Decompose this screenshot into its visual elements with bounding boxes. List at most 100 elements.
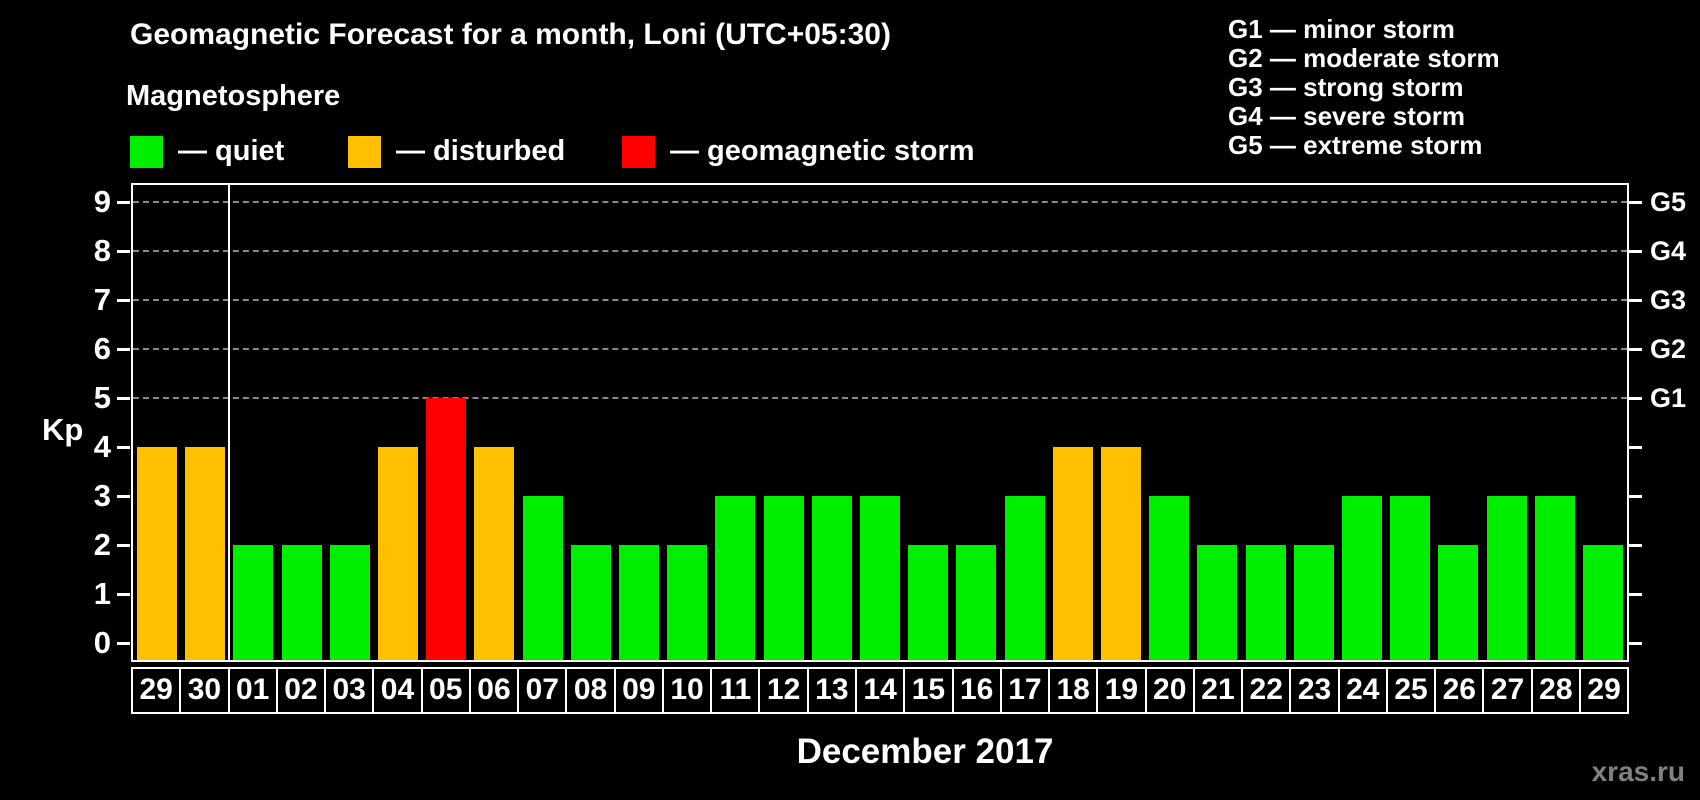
day-label-06: 06	[468, 667, 520, 714]
legend-label-disturbed: — disturbed	[396, 135, 566, 167]
day-label-12: 12	[758, 667, 809, 714]
g-axis-tick-3	[1629, 495, 1642, 498]
gridline-kp8	[133, 250, 1627, 252]
kp-axis-tick-1	[117, 593, 130, 596]
g-axis-tick-1	[1629, 593, 1642, 596]
kp-bar-day-19	[1100, 447, 1141, 660]
kp-axis-label-7: 7	[93, 282, 111, 317]
day-label-20: 20	[1144, 667, 1195, 714]
month-label: December 2017	[796, 732, 1054, 771]
kp-axis-label-2: 2	[93, 527, 111, 562]
day-label-27: 27	[1482, 667, 1533, 714]
kp-axis-tick-3	[117, 495, 130, 498]
day-label-26: 26	[1434, 667, 1485, 714]
gridline-kp9	[133, 201, 1627, 203]
kp-bar-day-03	[329, 545, 370, 660]
kp-bar-day-27	[1486, 496, 1527, 660]
kp-bar-day-22	[1245, 545, 1286, 660]
kp-bar-day-26	[1438, 545, 1479, 660]
g-axis-label-G5: G5	[1650, 187, 1687, 217]
day-label-23: 23	[1289, 667, 1340, 714]
day-label-07: 07	[517, 667, 568, 714]
day-label-15: 15	[903, 667, 954, 714]
kp-bar-day-18	[1052, 447, 1093, 660]
kp-axis-tick-2	[117, 544, 130, 547]
kp-axis-title: Kp	[42, 412, 84, 447]
g-axis-label-G3: G3	[1650, 285, 1687, 315]
kp-bar-day-02	[281, 545, 322, 660]
g-axis-label-G2: G2	[1650, 334, 1687, 364]
day-label-22: 22	[1241, 667, 1292, 714]
kp-axis-tick-8	[117, 250, 130, 253]
gridline-kp7	[133, 299, 1627, 301]
day-label-30: 30	[179, 667, 230, 714]
x-axis-day-strip: 29 30 01 02 03 04 05 06 07 08 09 10 11 12 13 14 15 16 17 18…	[131, 667, 1630, 714]
kp-bar-day-12	[763, 496, 804, 660]
legend-item-quiet: — quiet	[130, 135, 284, 168]
day-label-09: 09	[613, 667, 664, 714]
g-axis-tick-6	[1629, 348, 1642, 351]
kp-bar-day-17	[1004, 496, 1045, 660]
kp-axis-label-5: 5	[93, 380, 111, 415]
legend-item-disturbed: — disturbed	[348, 135, 565, 168]
g-axis-tick-8	[1629, 250, 1642, 253]
kp-bar-day-08	[570, 545, 611, 660]
kp-axis-tick-6	[117, 348, 130, 351]
kp-axis-tick-9	[117, 201, 130, 204]
day-label-13: 13	[806, 667, 857, 714]
disturbed-color-swatch	[348, 135, 381, 168]
g-axis-label-G1: G1	[1650, 383, 1687, 413]
kp-bar-day-11	[715, 496, 756, 660]
kp-bar-day-13	[811, 496, 852, 660]
day-label-16: 16	[951, 667, 1002, 714]
kp-bar-day-25	[1390, 496, 1431, 660]
plot-area	[131, 183, 1629, 662]
kp-axis-label-1: 1	[93, 576, 111, 611]
kp-bar-day-07	[522, 496, 563, 660]
legend-label-quiet: — quiet	[178, 135, 285, 167]
kp-bar-day-29	[1582, 545, 1623, 660]
kp-axis-label-4: 4	[93, 429, 111, 464]
quiet-color-swatch	[130, 135, 163, 168]
kp-bar-day-09	[619, 545, 660, 660]
watermark-xras: xras.ru	[1591, 756, 1685, 787]
day-label-05: 05	[420, 667, 471, 714]
g-axis-tick-2	[1629, 544, 1642, 547]
kp-axis-label-8: 8	[93, 233, 111, 268]
g-scale-legend: G1 — minor storm G2 — moderate storm G3 — …	[1228, 15, 1500, 160]
day-label-25: 25	[1385, 667, 1437, 714]
g-scale-legend-line: G2 — moderate storm	[1228, 43, 1500, 73]
day-label-18: 18	[1048, 667, 1099, 714]
kp-bar-day-01	[233, 545, 274, 660]
day-label-24: 24	[1337, 667, 1388, 714]
g-scale-legend-line: G5 — extreme storm	[1228, 130, 1483, 160]
day-label-28: 28	[1530, 667, 1581, 714]
kp-bar-day-15	[908, 545, 949, 660]
kp-axis-label-3: 3	[93, 478, 111, 513]
kp-bar-day-28	[1534, 496, 1575, 660]
kp-axis-tick-5	[117, 397, 130, 400]
g-axis-tick-5	[1629, 397, 1642, 400]
g-axis-tick-0	[1629, 642, 1642, 645]
g-axis-tick-4	[1629, 446, 1642, 449]
gridline-kp6	[133, 348, 1627, 350]
day-label-19: 19	[1096, 667, 1147, 714]
legend-item-storm: — geomagnetic storm	[622, 135, 975, 168]
day-label-17: 17	[999, 667, 1051, 714]
kp-bar-day-29	[137, 447, 178, 660]
day-label-10: 10	[661, 667, 713, 714]
day-label-04: 04	[372, 667, 423, 714]
day-label-02: 02	[275, 667, 327, 714]
storm-color-swatch	[622, 135, 655, 168]
day-label-29: 29	[131, 667, 182, 714]
day-label-01: 01	[227, 667, 278, 714]
day-label-29: 29	[1578, 667, 1630, 714]
kp-bar-day-06	[474, 447, 515, 660]
g-axis-label-G4: G4	[1650, 236, 1687, 266]
day-label-14: 14	[854, 667, 906, 714]
g-axis-tick-9	[1629, 201, 1642, 204]
day-label-08: 08	[565, 667, 616, 714]
chart-subtitle: Magnetosphere	[126, 80, 341, 112]
g-scale-legend-line: G1 — minor storm	[1228, 14, 1455, 44]
kp-bar-day-23	[1293, 545, 1334, 660]
